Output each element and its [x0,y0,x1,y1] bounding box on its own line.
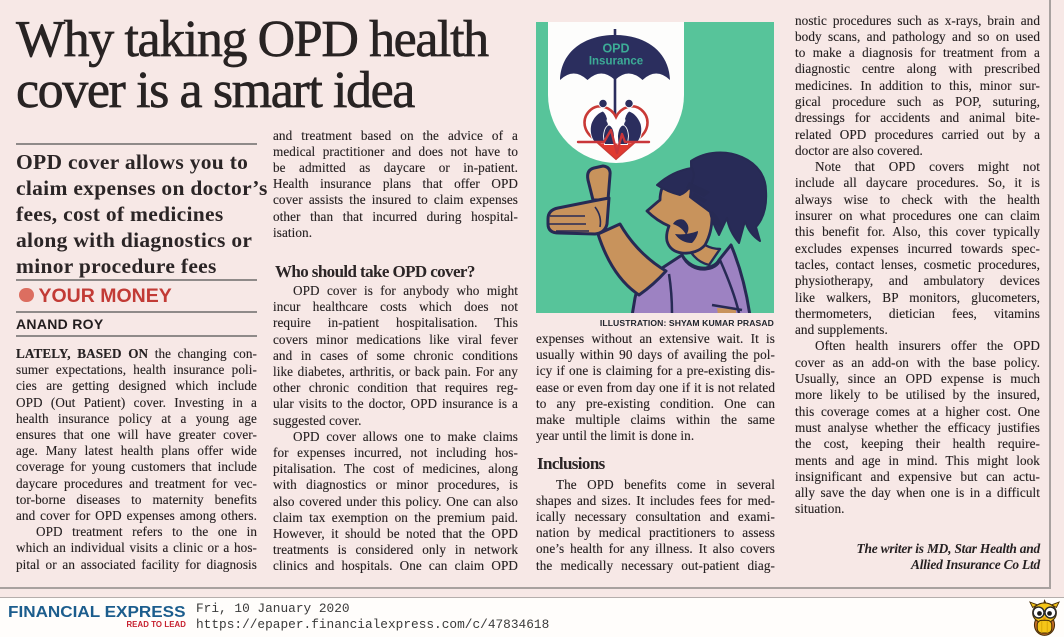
svg-text:OPD: OPD [602,42,629,56]
svg-text:Insurance: Insurance [589,56,643,68]
